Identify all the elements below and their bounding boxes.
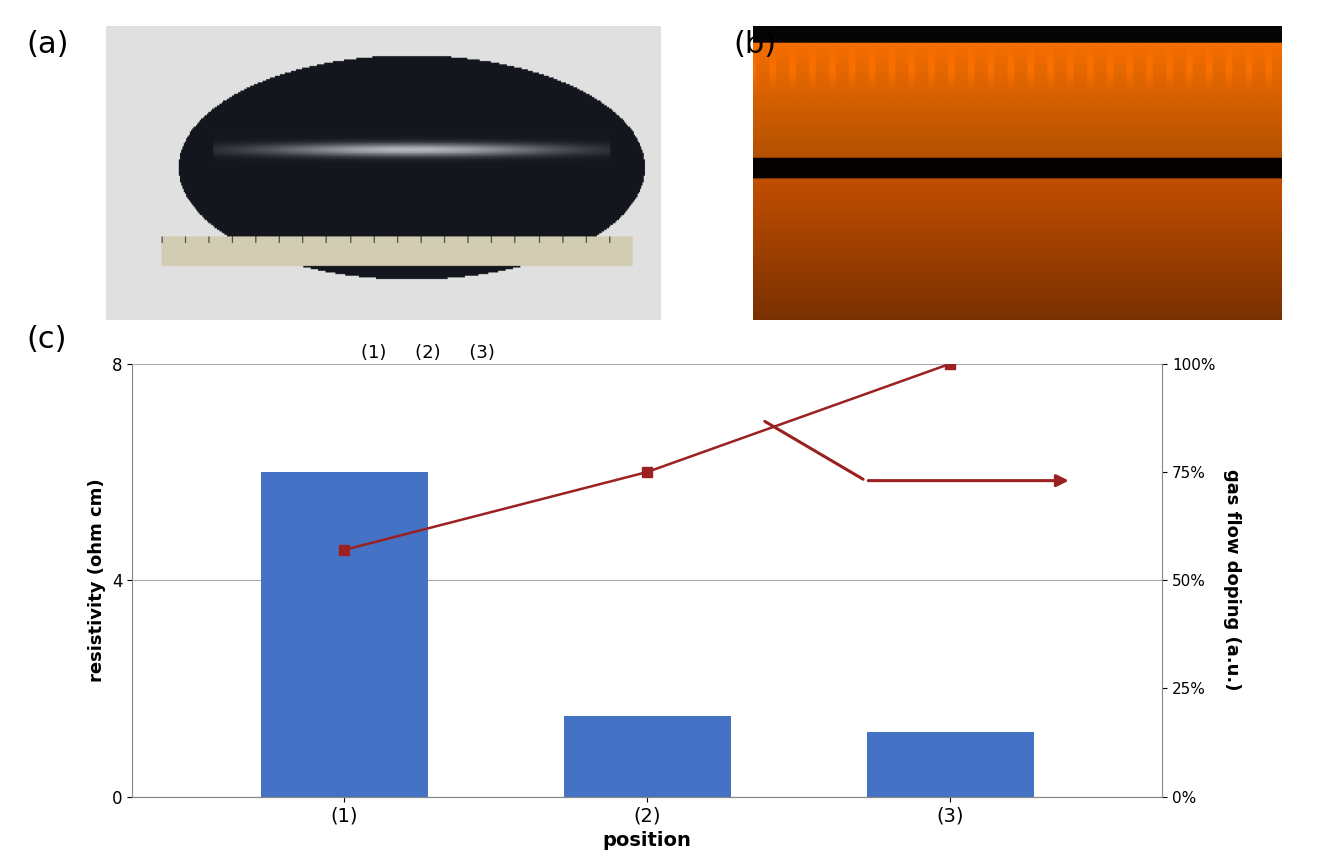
Bar xyxy=(867,732,1034,797)
Text: (c): (c) xyxy=(26,325,67,353)
Y-axis label: gas flow doping (a.u.): gas flow doping (a.u.) xyxy=(1223,469,1240,691)
Text: (1)     (2)     (3): (1) (2) (3) xyxy=(361,344,494,362)
Bar xyxy=(564,715,731,797)
X-axis label: position: position xyxy=(602,831,692,850)
Bar xyxy=(262,472,428,797)
Y-axis label: resistivity (ohm cm): resistivity (ohm cm) xyxy=(89,478,106,682)
Text: (b): (b) xyxy=(733,30,777,59)
Text: (a): (a) xyxy=(26,30,69,59)
